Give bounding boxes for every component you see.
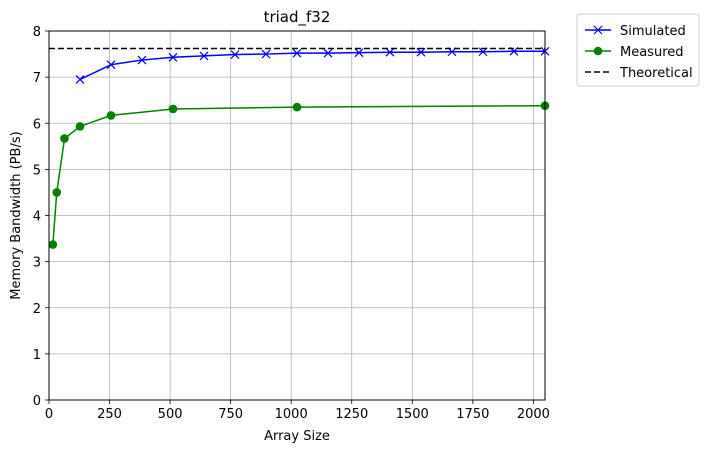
- series-measured: [48, 101, 550, 249]
- legend-marker: [593, 25, 603, 35]
- x-tick-label: 500: [158, 407, 183, 422]
- data-point-measured: [48, 240, 58, 249]
- legend-label: Theoretical: [619, 66, 693, 81]
- x-tick-label: 750: [218, 407, 243, 422]
- data-point-simulated: [230, 50, 240, 59]
- x-tick-label: 2000: [517, 407, 550, 422]
- series-line-measured: [52, 104, 545, 245]
- y-tick-label: 6: [33, 117, 41, 132]
- x-tick-label: 250: [97, 407, 122, 422]
- data-point-measured: [168, 104, 178, 114]
- chart-title: triad_f32: [264, 8, 331, 27]
- data-point-measured: [292, 102, 302, 112]
- data-point-simulated: [292, 48, 302, 58]
- y-tick-label: 2: [33, 302, 41, 317]
- legend-marker: [593, 46, 603, 56]
- legend: Simulated Measured Theoretical: [576, 13, 700, 87]
- y-tick-label: 7: [33, 71, 41, 86]
- data-point-measured: [106, 111, 116, 120]
- legend-item-measured: Measured: [585, 45, 684, 60]
- data-point-simulated: [323, 48, 333, 58]
- legend-item-simulated: Simulated: [585, 24, 686, 39]
- y-tick-label: 4: [33, 210, 41, 225]
- y-tick-label: 1: [33, 348, 41, 363]
- data-point-simulated: [261, 49, 271, 59]
- x-tick-label: 1500: [396, 407, 429, 422]
- data-point-simulated: [106, 60, 116, 70]
- x-tick-label: 1000: [275, 407, 308, 422]
- ticks: 0 250 500 750 1000 1250 1500 1750 2000 0 1 2 3 4 5 6 7 8: [33, 25, 550, 422]
- data-point-measured: [60, 134, 69, 143]
- data-point-simulated: [137, 55, 147, 65]
- y-tick-label: 8: [33, 25, 41, 40]
- series-simulated: [75, 46, 550, 84]
- legend-label: Measured: [620, 45, 684, 60]
- y-axis-label: Memory Bandwidth (PB/s): [9, 131, 24, 299]
- data-point-measured: [75, 122, 85, 131]
- data-point-simulated: [385, 47, 395, 57]
- x-tick-label: 1250: [335, 407, 368, 422]
- legend-box: [576, 13, 700, 87]
- data-point-simulated: [199, 51, 209, 61]
- x-axis-label: Array Size: [264, 429, 330, 444]
- x-tick-label: 1750: [456, 407, 489, 422]
- legend-label: Simulated: [620, 24, 686, 39]
- series-line-simulated: [79, 50, 545, 81]
- data-point-simulated: [354, 48, 364, 58]
- series-layer: [48, 46, 550, 249]
- y-tick-label: 3: [33, 256, 41, 271]
- data-point-measured: [52, 188, 62, 197]
- data-point-simulated: [75, 75, 85, 84]
- legend-item-theoretical: Theoretical: [585, 66, 693, 81]
- data-point-simulated: [168, 52, 178, 62]
- data-point-simulated: [416, 47, 426, 57]
- y-tick-label: 0: [33, 394, 41, 409]
- y-tick-label: 5: [33, 163, 41, 178]
- x-tick-label: 0: [45, 407, 53, 422]
